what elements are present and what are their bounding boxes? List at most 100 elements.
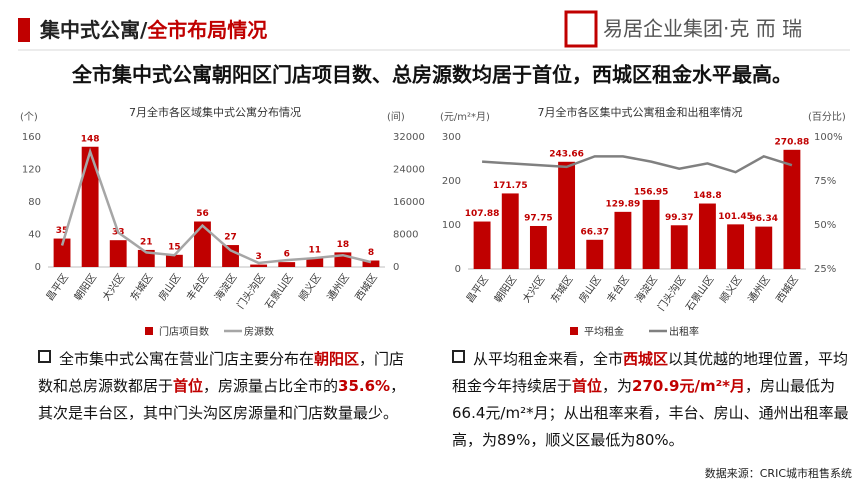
x-tick-label: 顺义区 xyxy=(717,274,744,305)
data-label: 171.75 xyxy=(493,181,528,191)
x-tick-label: 大兴区 xyxy=(519,273,547,305)
x-tick-label: 西城区 xyxy=(353,272,380,303)
bar xyxy=(137,249,155,267)
y-axis-label: (个) xyxy=(20,111,38,123)
x-tick-label: 石景山区 xyxy=(263,272,296,312)
x-tick-label: 海淀区 xyxy=(212,271,240,303)
bar xyxy=(194,221,211,267)
x-tick-label: 通州区 xyxy=(325,272,352,303)
bar xyxy=(558,161,576,269)
text-run: 从平均租金来看，全市 xyxy=(473,350,624,368)
data-label: 148 xyxy=(81,134,100,144)
text-run: ，其次是丰台区，其中门头沟区房源量和门店数量最少。 xyxy=(38,377,406,422)
y-tick-label: 100 xyxy=(442,220,461,231)
x-tick-label: 房山区 xyxy=(576,273,604,305)
bar xyxy=(501,193,519,269)
header-marker xyxy=(18,18,30,42)
data-label: 18 xyxy=(337,240,350,250)
x-tick-label: 丰台区 xyxy=(184,271,212,303)
legend-label: 房源数 xyxy=(244,325,274,338)
y2-tick-label: 25% xyxy=(814,264,836,275)
data-label: 129.89 xyxy=(606,199,641,209)
bar xyxy=(109,240,127,267)
chart-title: 7月全市各区域集中式公寓分布情况 xyxy=(129,105,301,119)
legend-label: 门店项目数 xyxy=(159,325,209,338)
text-run: 首位 xyxy=(173,377,204,395)
chart-title: 7月全市各区集中式公寓租金和出租率情况 xyxy=(538,105,743,119)
bar xyxy=(783,149,801,269)
bar xyxy=(698,203,716,269)
y2-tick-label: 32000 xyxy=(393,132,425,143)
text-run: ，为 xyxy=(602,377,633,395)
data-label: 35 xyxy=(56,226,69,236)
x-tick-label: 昌平区 xyxy=(44,272,71,303)
data-label: 21 xyxy=(140,237,153,247)
data-label: 27 xyxy=(224,233,237,243)
bar xyxy=(586,239,604,269)
x-tick-label: 朝阳区 xyxy=(72,272,99,303)
title-main: 集中式公寓/ xyxy=(39,18,148,42)
y-tick-label: 120 xyxy=(22,165,41,176)
bar xyxy=(53,238,71,267)
bar xyxy=(529,225,547,269)
text-run: ，房山最低为66.4元/m²*月；从出租率来看，丰台、房山、通州出租率最高，为8… xyxy=(452,377,849,449)
y-tick-label: 200 xyxy=(442,176,461,187)
y-tick-label: 0 xyxy=(455,264,461,275)
bar xyxy=(473,221,491,269)
x-tick-label: 房山区 xyxy=(155,271,183,303)
y2-tick-label: 16000 xyxy=(393,197,425,208)
data-label: 101.45 xyxy=(718,212,753,222)
x-tick-label: 西城区 xyxy=(774,274,801,305)
y2-tick-label: 75% xyxy=(814,176,836,187)
data-label: 99.37 xyxy=(665,213,693,223)
bar xyxy=(727,224,745,269)
x-tick-label: 东城区 xyxy=(127,271,155,303)
y-tick-label: 0 xyxy=(35,262,41,273)
title: 集中式公寓/全市布局情况 xyxy=(39,18,267,42)
text-run: 270.9元/m²*月 xyxy=(632,377,746,395)
data-label: 243.66 xyxy=(549,149,584,159)
source: 数据来源：CRIC城市租售系统 xyxy=(705,466,852,480)
legend-swatch xyxy=(570,327,578,335)
bar xyxy=(362,260,380,267)
data-label: 107.88 xyxy=(465,209,500,219)
bar xyxy=(165,254,183,267)
y2-axis-label: (百分比) xyxy=(808,111,846,123)
data-label: 8 xyxy=(368,248,374,258)
data-label: 3 xyxy=(255,252,261,262)
data-label: 6 xyxy=(284,250,290,260)
x-tick-label: 海淀区 xyxy=(632,273,660,305)
data-label: 56 xyxy=(196,209,209,219)
bar xyxy=(642,199,660,269)
headline: 全市集中式公寓朝阳区门店项目数、总房源数均居于首位，西城区租金水平最高。 xyxy=(71,63,792,87)
bar xyxy=(222,245,239,267)
line xyxy=(482,155,793,174)
x-tick-label: 朝阳区 xyxy=(492,274,519,305)
text-run: ，房源量占比全市的 xyxy=(203,377,339,395)
legend-label: 出租率 xyxy=(669,325,699,338)
legend-swatch xyxy=(145,327,153,335)
text-run: 以其优越的地理位置，平均租金今年持续居于 xyxy=(452,350,849,395)
bar xyxy=(670,225,688,269)
data-label: 97.75 xyxy=(524,213,552,223)
y-tick-label: 300 xyxy=(442,132,461,143)
x-tick-label: 丰台区 xyxy=(604,273,632,305)
x-tick-label: 大兴区 xyxy=(99,271,127,303)
x-tick-label: 顺义区 xyxy=(297,272,324,303)
x-tick-label: 东城区 xyxy=(548,273,576,305)
bar xyxy=(755,226,773,269)
legend-label: 平均租金 xyxy=(584,325,624,338)
bullet: 全市集中式公寓在营业门店主要分布在朝阳区，门店数和总房源数都居于首位，房源量占比… xyxy=(38,346,418,427)
text-run: 全市集中式公寓在营业门店主要分布在 xyxy=(59,350,315,368)
text-run: ，门店数和总房源数都居于 xyxy=(38,350,405,395)
y-tick-label: 160 xyxy=(22,132,41,143)
text-run: 西城区 xyxy=(623,350,669,368)
text-run: 首位 xyxy=(572,377,603,395)
y-tick-label: 40 xyxy=(28,230,41,241)
y2-tick-label: 24000 xyxy=(393,165,425,176)
y2-tick-label: 0 xyxy=(393,262,399,273)
y2-tick-label: 100% xyxy=(814,132,843,143)
x-tick-label: 昌平区 xyxy=(464,274,491,305)
